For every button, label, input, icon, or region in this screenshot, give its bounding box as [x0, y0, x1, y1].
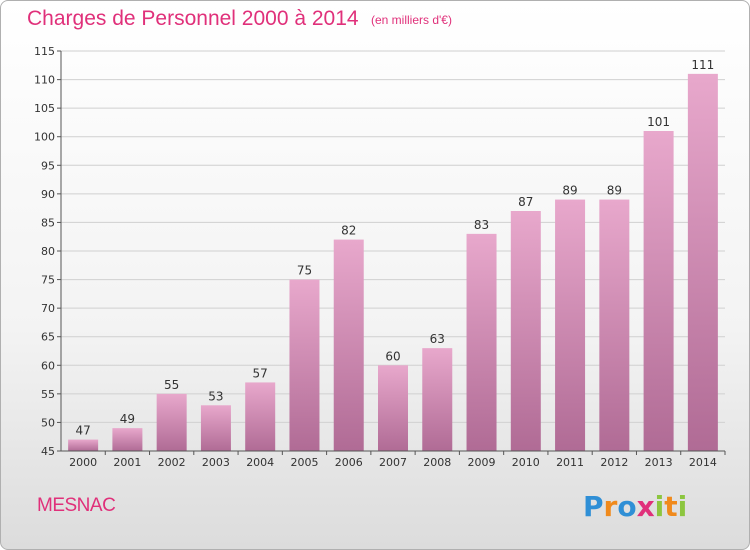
bar [687, 73, 718, 451]
y-tick-label: 110 [34, 74, 55, 87]
y-tick-label: 70 [41, 302, 55, 315]
x-tick-label: 2013 [645, 456, 673, 469]
bar [555, 199, 586, 451]
data-label: 63 [430, 332, 445, 346]
bar [156, 393, 187, 451]
data-label: 55 [164, 378, 179, 392]
bar [112, 428, 143, 451]
chart-subtitle: (en milliers d'€) [371, 13, 452, 27]
y-tick-labels: 45 50 55 60 65 70 75 80 85 90 95 100 105 110 115 [34, 45, 55, 458]
x-tick-labels: 2000 2001 2002 2003 2004 2005 2006 2007 2008 2009… [69, 456, 717, 469]
x-tick-label: 2008 [423, 456, 451, 469]
data-label: 75 [297, 264, 312, 278]
x-tick-label: 2004 [246, 456, 274, 469]
x-tick-label: 2000 [69, 456, 97, 469]
proxiti-logo: Proxiti [583, 490, 687, 523]
y-tick-label: 100 [34, 131, 55, 144]
data-label: 83 [474, 218, 489, 232]
data-label: 89 [607, 184, 622, 198]
data-label: 89 [562, 184, 577, 198]
axes [60, 51, 725, 452]
y-tick-label: 55 [41, 388, 55, 401]
chart-title: Charges de Personnel 2000 à 2014 [27, 7, 359, 30]
logo-letter: i [654, 490, 665, 523]
data-label: 82 [341, 224, 356, 238]
data-labels: 47 49 55 53 57 75 82 60 63 83 87 89 89 101 111 [75, 58, 714, 438]
data-label: 47 [75, 424, 90, 438]
bar [289, 279, 320, 451]
data-label: 49 [120, 412, 135, 426]
logo-letter: r [603, 490, 618, 523]
bar [422, 348, 453, 451]
x-tick-label: 2006 [335, 456, 363, 469]
logo-letter: t [664, 490, 678, 523]
logo-letter: o [617, 490, 637, 523]
commune-name: MESNAC [37, 495, 116, 516]
bar [466, 233, 497, 451]
x-tick-label: 2007 [379, 456, 407, 469]
data-label: 87 [518, 195, 533, 209]
data-label: 60 [385, 349, 400, 363]
y-tick-label: 90 [41, 188, 55, 201]
y-tick-label: 85 [41, 216, 55, 229]
bar [599, 199, 630, 451]
y-tick-label: 45 [41, 445, 55, 458]
data-label: 111 [691, 58, 714, 72]
bar [378, 365, 408, 451]
x-tick-label: 2003 [202, 456, 230, 469]
data-label: 101 [647, 115, 670, 129]
bar [68, 439, 99, 451]
bar [245, 382, 276, 451]
x-tick-label: 2005 [290, 456, 318, 469]
y-tick-label: 115 [34, 45, 55, 58]
y-tick-label: 95 [41, 159, 55, 172]
bar [643, 131, 674, 451]
x-tick-label: 2010 [512, 456, 540, 469]
y-tick-label: 80 [41, 245, 55, 258]
logo-letter: i [677, 490, 688, 523]
data-label: 53 [208, 389, 223, 403]
bars [68, 73, 718, 451]
x-tick-label: 2011 [556, 456, 584, 469]
y-tick-label: 50 [41, 416, 55, 429]
bar [510, 211, 541, 451]
bar [333, 239, 364, 451]
y-tick-label: 75 [41, 274, 55, 287]
x-tick-label: 2014 [689, 456, 717, 469]
data-label: 57 [253, 366, 268, 380]
x-tick-label: 2012 [600, 456, 628, 469]
x-tick-label: 2009 [468, 456, 496, 469]
bar [200, 405, 231, 451]
x-tick-label: 2001 [113, 456, 141, 469]
logo-letter: P [583, 490, 604, 523]
logo-letter: x [636, 490, 655, 523]
y-tick-label: 60 [41, 359, 55, 372]
x-tick-label: 2002 [158, 456, 186, 469]
y-tick-label: 105 [34, 102, 55, 115]
y-tick-label: 65 [41, 331, 55, 344]
